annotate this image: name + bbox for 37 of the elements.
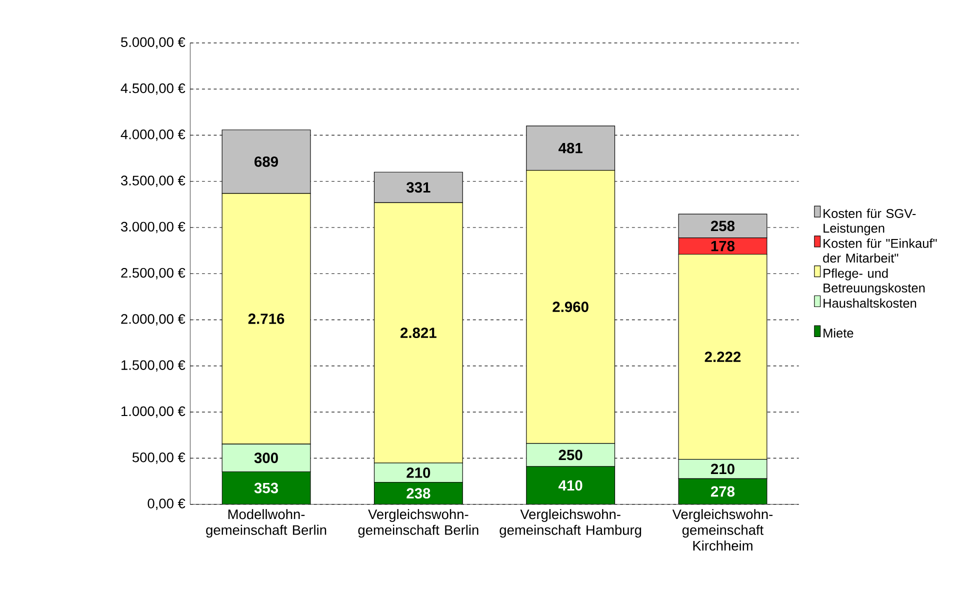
legend-label: Kosten für "Einkauf" der Mitarbeit"	[823, 238, 937, 263]
data-label: 353	[254, 482, 278, 494]
data-label: 331	[406, 182, 430, 193]
legend-label: Kosten für SGV-Leistungen	[824, 208, 916, 236]
y-tick-label: 3.500,00 €	[120, 176, 186, 188]
data-label: 238	[406, 488, 430, 499]
y-tick-label: 1.000,00 €	[122, 406, 186, 418]
data-label: 410	[558, 480, 582, 491]
data-label: 210	[406, 468, 430, 478]
legend-label: Haushaltskosten	[824, 298, 916, 308]
y-tick-label: 500,00 €	[132, 452, 186, 464]
data-label: 2.716	[248, 314, 284, 324]
y-tick-label: 4.500,00 €	[120, 83, 186, 95]
y-tick-label: 4.000,00 €	[120, 130, 186, 141]
data-label: 481	[558, 142, 582, 154]
y-tick-label: 3.000,00 €	[120, 222, 186, 234]
data-label: 2.960	[552, 302, 588, 312]
data-label: 258	[710, 220, 735, 232]
x-tick-label: Vergleichswohn-gemeinschaft Hamburg	[500, 509, 642, 538]
x-tick-label: Vergleichswohn-gemeinschaft Kirchheim	[672, 509, 773, 551]
data-label: 250	[558, 450, 582, 460]
x-tick-label: Modellwohn-gemeinschaft Berlin	[206, 509, 326, 538]
data-label: 210	[710, 464, 734, 474]
data-label: 278	[710, 486, 735, 497]
legend-label: Miete	[824, 328, 854, 338]
y-tick-label: 2.000,00 €	[121, 314, 186, 326]
data-label: 178	[711, 240, 735, 252]
data-label: 689	[254, 156, 278, 167]
data-label: 2.222	[704, 352, 741, 362]
y-tick-label: 0,00 €	[148, 498, 186, 510]
x-tick-label: Vergleichswohn-gemeinschaft Berlin	[358, 509, 478, 538]
y-tick-label: 2.500,00 €	[121, 268, 186, 280]
y-tick-label: 1.500,00 €	[122, 360, 186, 372]
data-label: 300	[254, 452, 278, 464]
y-tick-label: 5.000,00 €	[121, 37, 186, 49]
legend-label: Pflege- und Betreuungskosten	[824, 268, 925, 296]
data-label: 2.821	[400, 328, 436, 338]
